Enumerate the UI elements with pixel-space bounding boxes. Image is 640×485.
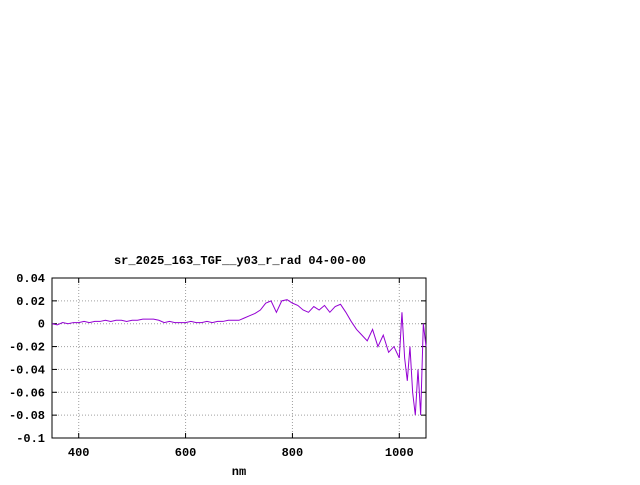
y-tick-label: 0.04 [16,272,45,286]
y-tick-label: -0.06 [9,386,45,400]
y-tick-label: -0.08 [9,409,45,423]
chart-title: sr_2025_163_TGF__y03_r_rad 04-00-00 [114,254,366,268]
data-line [51,299,427,416]
y-tick-label: 0.02 [16,295,45,309]
y-tick-label: -0.1 [16,432,45,446]
y-tick-label: 0 [38,318,45,332]
x-tick-label: 1000 [385,446,414,460]
plot-frame [51,277,427,439]
x-tick-label: 800 [282,446,304,460]
x-axis-label: nm [232,465,246,479]
y-tick-label: -0.04 [9,363,45,377]
x-tick-label: 600 [175,446,197,460]
x-tick-label: 400 [68,446,90,460]
y-tick-label: -0.02 [9,341,45,355]
